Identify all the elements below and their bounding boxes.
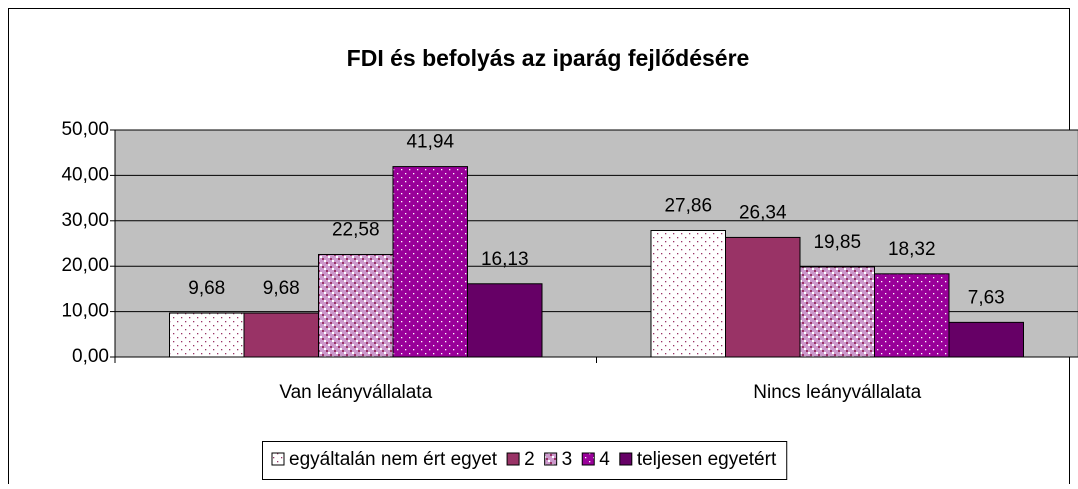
value-label: 9,68: [188, 278, 225, 299]
y-tick-label: 40,00: [61, 164, 109, 185]
value-label: 9,68: [263, 278, 300, 299]
legend-box: [262, 441, 788, 480]
y-tick-label: 50,00: [61, 119, 109, 140]
value-label: 16,13: [481, 249, 529, 270]
value-label: 7,63: [968, 287, 1005, 308]
y-tick-label: 0,00: [72, 346, 109, 367]
value-label: 19,85: [813, 232, 861, 253]
bar: [243, 312, 319, 358]
value-label: 18,32: [888, 239, 936, 260]
y-tick-label: 20,00: [61, 255, 109, 276]
bar: [467, 283, 543, 358]
bar: [318, 253, 394, 358]
legend-label: egyáltalán nem ért egyet: [289, 449, 498, 470]
legend: egyáltalán nem ért egyet 2 3 4 teljesen egye…: [262, 441, 788, 480]
x-tick-label: Nincs leányvállalata: [753, 382, 921, 403]
x-tick-label: Van leányvállalata: [279, 382, 432, 403]
legend-swatch: [506, 452, 520, 466]
legend-swatch: [619, 452, 633, 466]
y-tick-label: 10,00: [61, 301, 109, 322]
legend-label: 4: [599, 449, 610, 470]
bar: [392, 166, 468, 358]
value-label: 22,58: [332, 220, 380, 241]
value-label: 26,34: [739, 202, 787, 223]
bar: [725, 236, 801, 358]
value-label: 27,86: [664, 196, 712, 217]
legend-swatch: [271, 452, 285, 466]
legend-label: teljesen egyetért: [637, 449, 777, 470]
legend-swatch: [581, 452, 595, 466]
chart-title: FDI és befolyás az iparág fejlődésére: [347, 45, 750, 71]
y-tick-label: 30,00: [61, 210, 109, 231]
bar: [799, 266, 875, 358]
legend-swatch: [544, 452, 558, 466]
value-label: 41,94: [406, 132, 454, 153]
bar: [948, 321, 1024, 358]
bar: [169, 312, 245, 358]
bar: [650, 230, 726, 358]
legend-label: 2: [524, 449, 535, 470]
legend-label: 3: [562, 449, 573, 470]
bar: [874, 273, 950, 358]
